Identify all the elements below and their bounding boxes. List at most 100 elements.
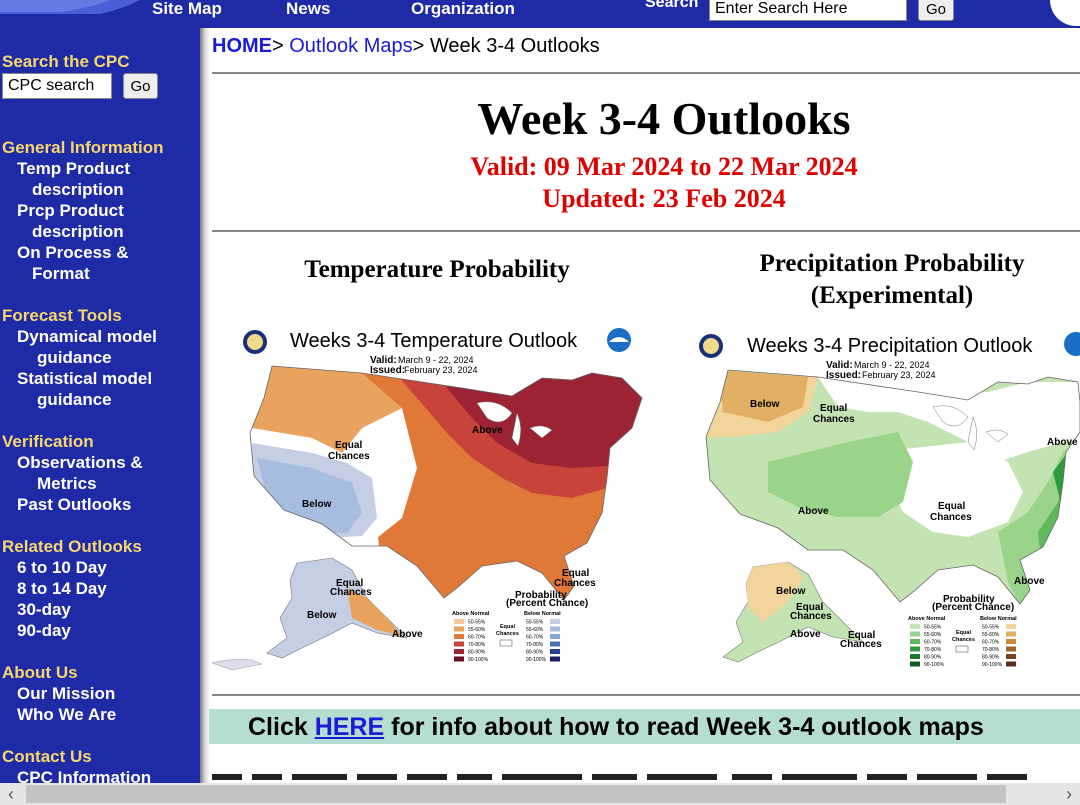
temperature-probability-heading: Temperature Probability xyxy=(304,256,570,283)
prcp-legend-above-bin: 70-80% xyxy=(924,647,942,653)
sidebar-item-past-outlooks[interactable]: Past Outlooks xyxy=(17,495,132,514)
header-logo-graphic xyxy=(0,0,140,14)
temp-legend-below-swatch xyxy=(550,634,560,639)
prcp-legend-below-header: Below Normal xyxy=(980,616,1017,622)
sidebar-item-dynamical-model-line2[interactable]: guidance xyxy=(37,348,112,367)
prcp-great-lakes xyxy=(932,405,1009,451)
info-here-link[interactable]: HERE xyxy=(314,713,385,741)
prcp-label-above-se: Above xyxy=(1014,576,1045,587)
sidebar-item-prcp-product-line2[interactable]: description xyxy=(32,222,124,241)
temp-valid-dates: March 9 - 22, 2024 xyxy=(398,355,474,365)
prcp-label-chances-2: Chances xyxy=(930,512,972,523)
prcp-label-equal: Equal xyxy=(820,403,847,414)
breadcrumb-outlook-maps-link[interactable]: Outlook Maps xyxy=(289,35,413,57)
sidebar-item-our-mission[interactable]: Our Mission xyxy=(17,684,116,703)
top-search-input[interactable] xyxy=(709,0,907,21)
nav-organization[interactable]: Organization xyxy=(411,0,515,18)
prcp-label-below-ak: Below xyxy=(776,586,806,597)
temp-map-title: Weeks 3-4 Temperature Outlook xyxy=(290,330,578,352)
sidebar-item-dynamical-model[interactable]: Dynamical model xyxy=(17,327,157,346)
seal-inner xyxy=(703,338,719,354)
temp-issued-label: Issued: xyxy=(370,365,405,376)
cpc-search-input[interactable] xyxy=(2,73,112,99)
temperature-outlook-map[interactable]: Weeks 3-4 Temperature Outlook Valid: Mar… xyxy=(212,318,652,678)
temp-legend-below-bin: 50-55% xyxy=(526,620,544,626)
sidebar-heading-contact-us[interactable]: Contact Us xyxy=(2,747,92,766)
prcp-label-above-ak: Above xyxy=(790,629,821,640)
sidebar-search-heading: Search the CPC xyxy=(2,52,130,71)
sidebar-item-6-10-day[interactable]: 6 to 10 Day xyxy=(17,558,107,577)
sidebar-item-8-14-day[interactable]: 8 to 14 Day xyxy=(17,579,107,598)
temp-legend-below-swatch xyxy=(550,626,560,632)
horizontal-scrollbar[interactable]: ‹ › xyxy=(0,783,1080,805)
sidebar-item-observations[interactable]: Observations & xyxy=(17,453,143,472)
temp-legend-below-bin: 70-80% xyxy=(526,642,544,648)
scroll-right-icon[interactable]: › xyxy=(1066,784,1072,804)
nav-news[interactable]: News xyxy=(286,0,331,18)
precipitation-outlook-map[interactable]: Weeks 3-4 Precipitation Outlook Valid: M… xyxy=(668,322,1080,682)
prcp-legend-above-bin: 50-55% xyxy=(924,625,942,631)
breadcrumb-separator: > xyxy=(272,35,290,57)
prcp-legend-below-bin: 70-80% xyxy=(982,647,1000,653)
temp-legend-below-header: Below Normal xyxy=(524,611,561,617)
clipped-discussion-link[interactable] xyxy=(212,772,1080,780)
nav-site-map[interactable]: Site Map xyxy=(152,0,222,18)
temp-valid-label: Valid: xyxy=(370,355,397,366)
breadcrumb: HOME> Outlook Maps> Week 3-4 Outlooks xyxy=(212,35,600,57)
temp-legend-below-swatch xyxy=(550,649,560,654)
prcp-legend-above-header: Above Normal xyxy=(908,616,946,622)
sidebar-heading-verification[interactable]: Verification xyxy=(2,432,94,451)
sidebar-heading-about-us[interactable]: About Us xyxy=(2,663,78,682)
sidebar-item-process-format[interactable]: On Process & xyxy=(17,243,129,262)
temp-legend-below-bin: 80-90% xyxy=(526,650,544,656)
sidebar-heading-related-outlooks[interactable]: Related Outlooks xyxy=(2,537,142,556)
sidebar-heading-forecast-tools[interactable]: Forecast Tools xyxy=(2,306,122,325)
prcp-legend-below-bin: 80-90% xyxy=(982,655,1000,661)
prcp-legend-equal: Equal xyxy=(956,630,971,636)
sidebar-item-30-day[interactable]: 30-day xyxy=(17,600,71,619)
temp-great-lakes xyxy=(476,401,553,447)
sidebar-heading-general-information[interactable]: General Information xyxy=(2,138,164,157)
prcp-label-above-ne: Above xyxy=(1047,437,1078,448)
divider xyxy=(212,694,1080,696)
temp-alaska xyxy=(266,557,408,659)
prcp-legend-below-bin: 60-70% xyxy=(982,640,1000,646)
sidebar-item-temp-product[interactable]: Temp Product xyxy=(17,159,131,178)
temp-legend-above-swatch xyxy=(454,619,464,624)
scroll-left-icon[interactable]: ‹ xyxy=(8,784,14,804)
sidebar-item-observations-line2[interactable]: Metrics xyxy=(37,474,97,493)
prcp-legend-below-swatch xyxy=(1006,639,1016,644)
prcp-legend-below-swatch xyxy=(1006,654,1016,659)
sidebar-item-cpc-information[interactable]: CPC Information xyxy=(17,768,152,787)
prcp-valid-label: Valid: xyxy=(826,360,853,371)
sidebar-item-process-format-line2[interactable]: Format xyxy=(32,264,90,283)
temp-legend-above-bin: 80-90% xyxy=(468,650,486,656)
top-search-go-button[interactable]: Go xyxy=(918,0,954,21)
sidebar-shadow xyxy=(200,28,210,783)
prcp-legend-above-bin: 80-90% xyxy=(924,655,942,661)
sidebar-item-temp-product-line2[interactable]: description xyxy=(32,180,124,199)
info-banner: Click HERE for info about how to read We… xyxy=(209,709,1080,744)
prcp-issued-label: Issued: xyxy=(826,370,861,381)
sidebar-item-statistical-model-line2[interactable]: guidance xyxy=(37,390,112,409)
sidebar-item-90-day[interactable]: 90-day xyxy=(17,621,71,640)
sidebar-item-statistical-model[interactable]: Statistical model xyxy=(17,369,153,388)
temp-legend-above-bin: 55-60% xyxy=(468,627,486,633)
sidebar-item-who-we-are[interactable]: Who We Are xyxy=(17,705,117,724)
prcp-label-equal-2: Equal xyxy=(938,501,965,512)
scrollbar-thumb[interactable] xyxy=(26,785,1006,803)
prcp-label-below: Below xyxy=(750,399,780,410)
prcp-legend-equal-swatch xyxy=(955,645,969,653)
temp-legend-below-bin: 90-100% xyxy=(526,657,547,663)
breadcrumb-home-link[interactable]: HOME xyxy=(212,35,272,57)
prcp-legend-above-swatch xyxy=(910,624,920,629)
sidebar-item-prcp-product[interactable]: Prcp Product xyxy=(17,201,124,220)
temp-label-below-ak: Below xyxy=(307,610,337,621)
temp-aleutians xyxy=(212,659,263,671)
cpc-search-go-button[interactable]: Go xyxy=(123,73,158,99)
precipitation-probability-heading: Precipitation Probability xyxy=(759,250,1025,277)
temp-legend-above-swatch xyxy=(454,634,464,639)
temp-legend: Probability (Percent Chance) Above Norma… xyxy=(452,590,588,663)
prcp-label-above: Above xyxy=(798,506,829,517)
prcp-legend-below-swatch xyxy=(1006,631,1016,637)
